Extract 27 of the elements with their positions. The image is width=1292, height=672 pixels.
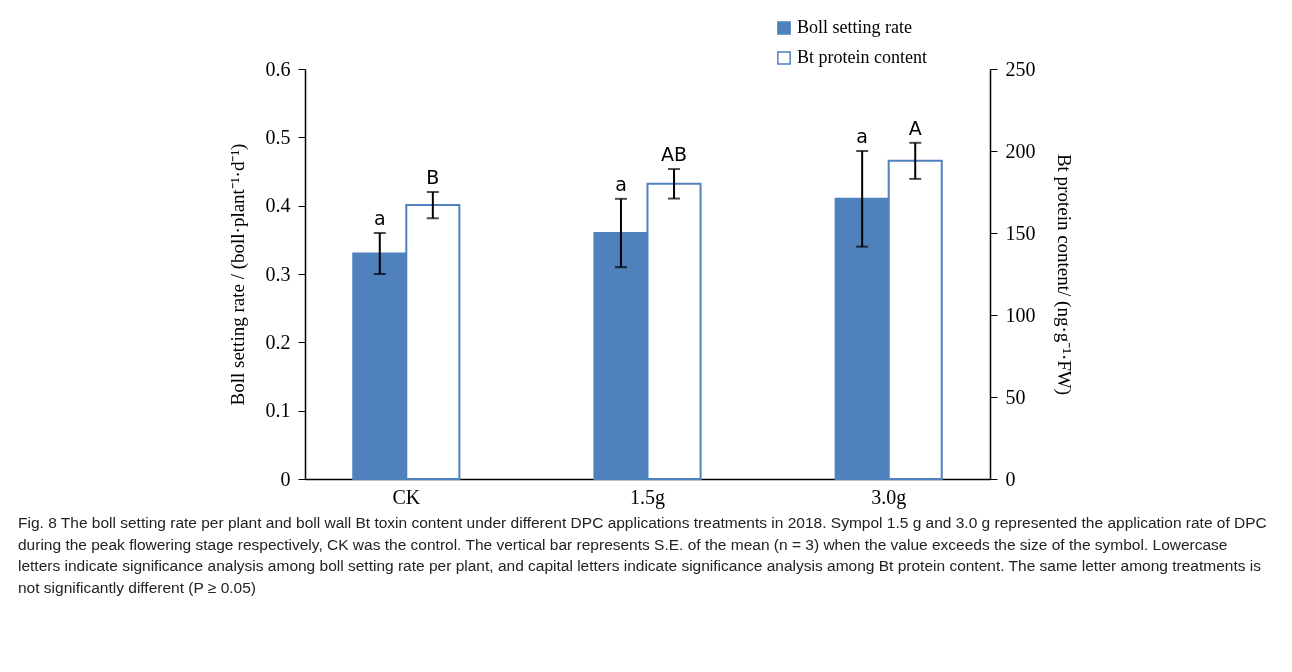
y2-tick-label: 250 bbox=[1005, 57, 1036, 80]
y-axis-title: Boll setting rate / (boll·plant⁻¹·d⁻¹) bbox=[226, 143, 249, 406]
x-tick-label: CK bbox=[392, 485, 421, 508]
data-label: a bbox=[856, 125, 868, 147]
y2-tick-label: 100 bbox=[1005, 303, 1036, 326]
x-tick-label: 1.5g bbox=[630, 485, 665, 509]
data-label: a bbox=[615, 172, 627, 195]
y-tick-label: 0.3 bbox=[265, 262, 291, 285]
data-label: B bbox=[426, 166, 440, 188]
caption: Fig. 8 The boll setting rate per plant and boll wall Bt toxin content under different DPC applications treatments in 2018. Sympol 1.5 g and 3.0 g represented the application rate of DPC during the peak flowering stage respectively, CK was the control. The vertical bar represents S.E. of the mean (n = 3) when the value exceeds the size of the symbol. Lowercase letters indicate significance analysis among boll setting rate per plant, and capital letters indicate significance analysis among Bt protein content. The same letter among treatments is not significantly different (P ≥ 0.05) bbox=[18, 513, 1268, 598]
y2-tick-label: 0 bbox=[1005, 467, 1016, 490]
y-tick-label: 0.4 bbox=[265, 194, 291, 217]
y-tick-label: 0.5 bbox=[265, 125, 291, 148]
y-tick-label: 0.2 bbox=[265, 330, 291, 353]
y2-tick-label: 50 bbox=[1005, 385, 1026, 408]
legend-label: Bt protein content bbox=[797, 47, 927, 67]
x-tick-label: 3.0g bbox=[871, 485, 907, 509]
data-label: a bbox=[373, 207, 386, 229]
y-tick-label: 0.6 bbox=[265, 57, 291, 80]
y2-tick-label: 150 bbox=[1005, 221, 1036, 244]
legend-label: Boll setting rate bbox=[797, 17, 912, 37]
y2-tick-label: 200 bbox=[1005, 139, 1036, 162]
y2-axis-title: Bt protein content/ (ng·g⁻¹·FW) bbox=[1052, 153, 1075, 396]
data-label: AB bbox=[661, 143, 688, 166]
y-tick-label: 0.1 bbox=[265, 399, 291, 422]
data-label: A bbox=[908, 116, 922, 139]
y-tick-label: 0 bbox=[280, 467, 291, 490]
